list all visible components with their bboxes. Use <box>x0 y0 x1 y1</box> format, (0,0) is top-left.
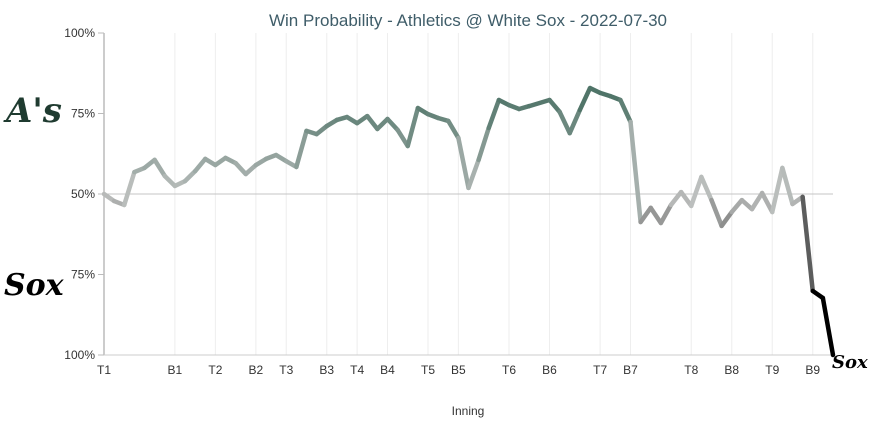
y-tick-label: 100% <box>64 348 95 362</box>
line-segment <box>233 160 248 177</box>
line-segment <box>365 113 380 132</box>
x-tick-label: T6 <box>502 363 516 377</box>
y-tick-label: 50% <box>71 187 95 201</box>
x-tick-label: B5 <box>451 363 466 377</box>
x-tick-label: B2 <box>249 363 264 377</box>
line-segment <box>749 190 765 212</box>
line-segment <box>476 125 491 163</box>
line-segment <box>162 173 178 189</box>
line-segment <box>182 168 198 184</box>
line-segment <box>820 295 836 358</box>
x-tick-label: B3 <box>319 363 334 377</box>
x-tick-label: B6 <box>542 363 557 377</box>
line-segment <box>628 119 643 225</box>
line-segment <box>770 165 785 215</box>
line-segment <box>375 116 390 132</box>
x-tick-label: T1 <box>97 363 111 377</box>
x-axis-label: Inning <box>452 404 485 418</box>
chart-title: Win Probability - Athletics @ White Sox … <box>269 11 667 30</box>
line-segment <box>152 157 167 179</box>
white-sox-end-logo: Sox <box>832 352 868 373</box>
x-tick-label: T9 <box>765 363 779 377</box>
line-segment <box>658 202 674 226</box>
line-segment <box>618 97 633 125</box>
line-segment <box>486 97 502 131</box>
line-segment <box>699 174 714 203</box>
y-tick-label: 75% <box>71 107 95 121</box>
line-segment <box>547 97 562 115</box>
line-segment <box>567 107 583 136</box>
y-tick-label: 75% <box>71 268 95 282</box>
x-tick-label: T3 <box>279 363 293 377</box>
line-segment <box>709 197 724 229</box>
x-tick-label: B7 <box>623 363 638 377</box>
line-segment <box>192 156 208 174</box>
line-segment <box>719 209 734 229</box>
line-segment <box>456 135 471 191</box>
white-sox-logo: Sox <box>4 268 65 303</box>
win-probability-line <box>101 85 836 358</box>
line-segment <box>446 118 461 141</box>
x-tick-label: B1 <box>168 363 183 377</box>
line-segment <box>800 194 815 294</box>
x-ticks: T1 B1 T2 B2 T3 B3 T4 B4 T5 B5 T6 B6 T7 B7 T8 B8 T9 B9 <box>97 363 820 377</box>
x-tick-label: T7 <box>593 363 607 377</box>
x-tick-label: T2 <box>208 363 222 377</box>
line-segment <box>648 205 664 226</box>
line-segment <box>294 128 309 170</box>
line-segment <box>395 127 410 149</box>
line-segment <box>385 116 400 133</box>
line-segment <box>527 97 552 109</box>
line-segment <box>405 105 421 149</box>
line-segment <box>243 162 259 177</box>
line-segment <box>668 189 684 208</box>
x-tick-label: B4 <box>380 363 395 377</box>
line-segment <box>780 165 795 207</box>
line-segment <box>729 197 745 215</box>
y-ticks: 100% 75% 50% 75% 100% <box>64 26 104 362</box>
line-segment <box>638 205 653 225</box>
x-tick-label: T5 <box>421 363 435 377</box>
line-segment <box>122 169 137 208</box>
line-segment <box>577 85 593 113</box>
line-segment <box>759 190 775 215</box>
athletics-logo: A's <box>3 91 62 131</box>
line-segment <box>466 157 481 191</box>
y-tick-label: 100% <box>64 26 95 40</box>
x-tick-label: T4 <box>350 363 364 377</box>
line-segment <box>557 109 572 136</box>
line-segment <box>689 174 704 209</box>
x-tick-label: B8 <box>724 363 739 377</box>
line-segment <box>678 189 694 209</box>
x-tick-label: T8 <box>684 363 698 377</box>
x-tick-label: B9 <box>805 363 820 377</box>
